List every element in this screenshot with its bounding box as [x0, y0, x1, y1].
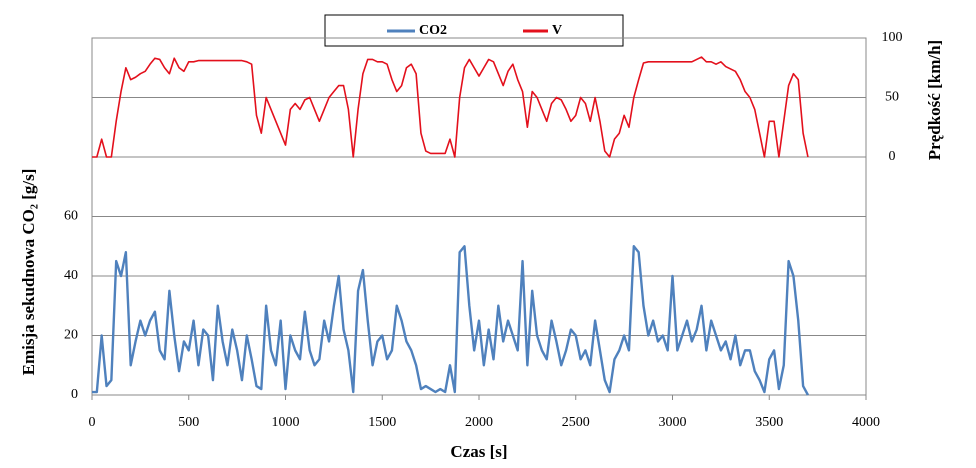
y-tick-label: 40 [64, 268, 78, 283]
x-tick-label: 2000 [465, 415, 493, 430]
y2-axis-label: Prędkość [km/h] [925, 40, 944, 160]
legend-label: V [552, 23, 562, 38]
y2-tick-label: 50 [885, 90, 899, 105]
x-tick-label: 1500 [368, 415, 396, 430]
legend-label: CO2 [419, 23, 447, 38]
x-tick-label: 3500 [755, 415, 783, 430]
x-axis-label: Czas [s] [450, 442, 507, 461]
y-tick-label: 20 [64, 328, 78, 343]
y2-tick-label: 100 [882, 30, 903, 45]
series-line [92, 245, 810, 396]
x-tick-label: 4000 [852, 415, 880, 430]
y-axis-label: Emisja sekudnowa CO₂ [g/s] [19, 169, 38, 376]
x-tick-label: 2500 [562, 415, 590, 430]
y2-tick-label: 0 [889, 149, 896, 164]
x-tick-label: 500 [178, 415, 199, 430]
x-tick-label: 1000 [272, 415, 300, 430]
series-line [92, 56, 809, 158]
y-tick-label: 60 [64, 209, 78, 224]
legend [324, 14, 624, 47]
x-tick-label: 0 [89, 415, 96, 430]
x-tick-label: 3000 [659, 415, 687, 430]
y-tick-label: 0 [71, 387, 78, 402]
